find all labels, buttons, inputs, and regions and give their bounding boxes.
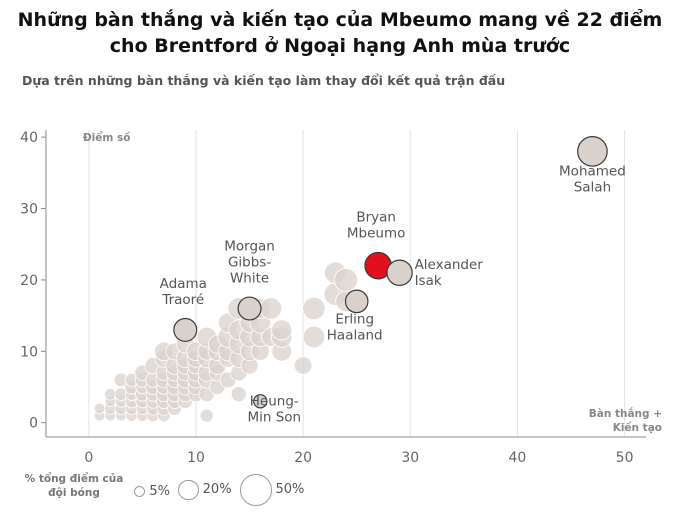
player-label: Erling Haaland xyxy=(327,311,383,343)
data-point xyxy=(199,408,214,423)
x-tick-label: 20 xyxy=(294,450,312,466)
size-legend-circle xyxy=(240,474,272,506)
x-tick-label: 10 xyxy=(187,450,205,466)
data-point xyxy=(302,296,326,321)
data-point xyxy=(333,267,359,292)
data-point xyxy=(302,325,326,349)
size-legend-circle xyxy=(178,479,199,501)
y-axis-label: Điểm số xyxy=(83,131,131,144)
labeled-point xyxy=(344,289,369,314)
player-label: Mohamed Salah xyxy=(559,163,626,195)
x-tick-label: 40 xyxy=(509,450,527,466)
size-legend-label: 5% xyxy=(149,484,170,500)
data-point xyxy=(230,386,247,403)
data-point xyxy=(104,387,117,401)
size-legend-title: % tổng điểm của đội bóng xyxy=(24,473,124,499)
player-label: Adama Traoré xyxy=(160,276,207,308)
data-point xyxy=(271,319,293,341)
player-label: Heung-Min Son xyxy=(247,393,301,425)
size-legend-item: 50% xyxy=(240,474,304,506)
labeled-point xyxy=(253,394,268,409)
x-tick-label: 50 xyxy=(616,450,634,466)
y-tick-label: 30 xyxy=(20,202,38,218)
size-legend-item: 20% xyxy=(178,479,232,501)
y-tick-label: 10 xyxy=(20,344,38,360)
labeled-point xyxy=(237,296,262,321)
chart-subtitle: Dựa trên những bàn thắng và kiến tạo làm… xyxy=(22,73,506,88)
labeled-point xyxy=(173,317,198,342)
x-tick-label: 0 xyxy=(84,450,93,466)
chart-title: Những bàn thắng và kiến tạo của Mbeumo m… xyxy=(17,9,663,57)
labeled-point xyxy=(577,136,608,167)
data-point xyxy=(293,356,313,375)
y-tick-label: 20 xyxy=(20,273,38,289)
player-label: Morgan Gibbs-White xyxy=(224,238,275,286)
y-tick-label: 0 xyxy=(29,416,38,432)
size-legend-label: 50% xyxy=(275,482,305,498)
size-legend-item: 5% xyxy=(134,484,170,499)
size-legend-circle xyxy=(134,486,146,498)
x-axis-label: Bàn thắng + Kiến tạo xyxy=(589,407,662,434)
player-label: Bryan Mbeumo xyxy=(347,210,406,242)
size-legend-label: 20% xyxy=(202,482,232,498)
y-tick-label: 40 xyxy=(20,130,38,146)
x-tick-label: 30 xyxy=(401,450,419,466)
data-point xyxy=(259,297,283,320)
labeled-point xyxy=(386,259,413,287)
data-point xyxy=(93,402,106,415)
player-label: Alexander Isak xyxy=(415,257,484,289)
